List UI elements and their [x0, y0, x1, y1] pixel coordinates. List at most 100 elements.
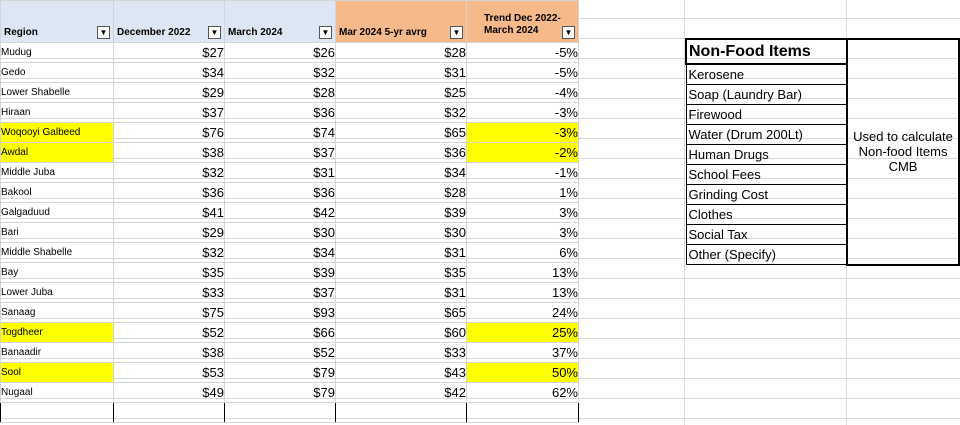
dec2022-cell[interactable]: $49	[113, 382, 225, 403]
dec2022-cell[interactable]: $34	[113, 62, 225, 83]
trend-cell[interactable]: -5%	[466, 62, 579, 83]
mar2024-cell[interactable]: $93	[224, 302, 336, 323]
mar2024-cell[interactable]: $30	[224, 222, 336, 243]
avg5yr-cell[interactable]: $60	[335, 322, 467, 343]
region-cell[interactable]: Woqooyi Galbeed	[0, 122, 114, 143]
trend-cell[interactable]: 13%	[466, 262, 579, 283]
dec2022-cell[interactable]: $36	[113, 182, 225, 203]
mar2024-cell[interactable]: $37	[224, 142, 336, 163]
avg5yr-cell[interactable]: $25	[335, 82, 467, 103]
mar2024-cell[interactable]: $31	[224, 162, 336, 183]
dec2022-cell[interactable]: $33	[113, 282, 225, 303]
trend-cell[interactable]: 3%	[466, 222, 579, 243]
region-cell[interactable]: Galgaduud	[0, 202, 114, 223]
dec2022-cell[interactable]: $29	[113, 82, 225, 103]
nonfood-item[interactable]: Water (Drum 200Lt)	[685, 124, 848, 145]
avg5yr-cell[interactable]: $43	[335, 362, 467, 383]
filter-dropdown-trend[interactable]: ▼	[562, 26, 575, 39]
mar2024-cell[interactable]: $79	[224, 362, 336, 383]
dec2022-cell[interactable]: $27	[113, 42, 225, 63]
trend-cell[interactable]: 3%	[466, 202, 579, 223]
empty-cell[interactable]	[335, 402, 467, 423]
mar2024-cell[interactable]: $52	[224, 342, 336, 363]
dec2022-cell[interactable]: $38	[113, 142, 225, 163]
nonfood-item[interactable]: Grinding Cost	[685, 184, 848, 205]
trend-cell[interactable]: 6%	[466, 242, 579, 263]
avg5yr-cell[interactable]: $42	[335, 382, 467, 403]
avg5yr-cell[interactable]: $28	[335, 42, 467, 63]
region-cell[interactable]: Lower Juba	[0, 282, 114, 303]
mar2024-cell[interactable]: $74	[224, 122, 336, 143]
region-cell[interactable]: Banaadir	[0, 342, 114, 363]
empty-cell[interactable]	[0, 402, 114, 423]
avg5yr-cell[interactable]: $31	[335, 62, 467, 83]
trend-cell[interactable]: 24%	[466, 302, 579, 323]
region-cell[interactable]: Middle Shabelle	[0, 242, 114, 263]
trend-cell[interactable]: -4%	[466, 82, 579, 103]
trend-cell[interactable]: -3%	[466, 102, 579, 123]
region-cell[interactable]: Bay	[0, 262, 114, 283]
nonfood-item[interactable]: Other (Specify)	[685, 244, 848, 265]
region-cell[interactable]: Sool	[0, 362, 114, 383]
filter-dropdown-dec2022[interactable]: ▼	[208, 26, 221, 39]
nonfood-item[interactable]: Kerosene	[685, 63, 848, 85]
dec2022-cell[interactable]: $75	[113, 302, 225, 323]
avg5yr-cell[interactable]: $65	[335, 122, 467, 143]
mar2024-cell[interactable]: $42	[224, 202, 336, 223]
region-cell[interactable]: Togdheer	[0, 322, 114, 343]
region-cell[interactable]: Nugaal	[0, 382, 114, 403]
filter-dropdown-region[interactable]: ▼	[97, 26, 110, 39]
region-cell[interactable]: Bari	[0, 222, 114, 243]
dec2022-cell[interactable]: $37	[113, 102, 225, 123]
region-cell[interactable]: Gedo	[0, 62, 114, 83]
dec2022-cell[interactable]: $41	[113, 202, 225, 223]
region-cell[interactable]: Hiraan	[0, 102, 114, 123]
avg5yr-cell[interactable]: $32	[335, 102, 467, 123]
dec2022-cell[interactable]: $29	[113, 222, 225, 243]
region-cell[interactable]: Sanaag	[0, 302, 114, 323]
nonfood-item[interactable]: School Fees	[685, 164, 848, 185]
trend-cell[interactable]: 25%	[466, 322, 579, 343]
dec2022-cell[interactable]: $32	[113, 242, 225, 263]
dec2022-cell[interactable]: $52	[113, 322, 225, 343]
empty-cell[interactable]	[466, 402, 579, 423]
nonfood-item[interactable]: Firewood	[685, 104, 848, 125]
region-cell[interactable]: Middle Juba	[0, 162, 114, 183]
mar2024-cell[interactable]: $39	[224, 262, 336, 283]
filter-dropdown-avg5yr[interactable]: ▼	[450, 26, 463, 39]
trend-cell[interactable]: -1%	[466, 162, 579, 183]
mar2024-cell[interactable]: $26	[224, 42, 336, 63]
avg5yr-cell[interactable]: $65	[335, 302, 467, 323]
dec2022-cell[interactable]: $38	[113, 342, 225, 363]
nonfood-item[interactable]: Soap (Laundry Bar)	[685, 84, 848, 105]
trend-cell[interactable]: -5%	[466, 42, 579, 63]
mar2024-cell[interactable]: $34	[224, 242, 336, 263]
mar2024-cell[interactable]: $32	[224, 62, 336, 83]
trend-cell[interactable]: 1%	[466, 182, 579, 203]
mar2024-cell[interactable]: $36	[224, 102, 336, 123]
region-cell[interactable]: Awdal	[0, 142, 114, 163]
avg5yr-cell[interactable]: $34	[335, 162, 467, 183]
empty-cell[interactable]	[224, 402, 336, 423]
mar2024-cell[interactable]: $79	[224, 382, 336, 403]
avg5yr-cell[interactable]: $36	[335, 142, 467, 163]
trend-cell[interactable]: 62%	[466, 382, 579, 403]
trend-cell[interactable]: 37%	[466, 342, 579, 363]
trend-cell[interactable]: 50%	[466, 362, 579, 383]
avg5yr-cell[interactable]: $30	[335, 222, 467, 243]
filter-dropdown-mar2024[interactable]: ▼	[319, 26, 332, 39]
trend-cell[interactable]: -3%	[466, 122, 579, 143]
avg5yr-cell[interactable]: $39	[335, 202, 467, 223]
mar2024-cell[interactable]: $37	[224, 282, 336, 303]
dec2022-cell[interactable]: $35	[113, 262, 225, 283]
mar2024-cell[interactable]: $28	[224, 82, 336, 103]
mar2024-cell[interactable]: $66	[224, 322, 336, 343]
avg5yr-cell[interactable]: $28	[335, 182, 467, 203]
nonfood-item[interactable]: Social Tax	[685, 224, 848, 245]
dec2022-cell[interactable]: $76	[113, 122, 225, 143]
dec2022-cell[interactable]: $53	[113, 362, 225, 383]
empty-cell[interactable]	[113, 402, 225, 423]
avg5yr-cell[interactable]: $31	[335, 282, 467, 303]
trend-cell[interactable]: 13%	[466, 282, 579, 303]
avg5yr-cell[interactable]: $31	[335, 242, 467, 263]
